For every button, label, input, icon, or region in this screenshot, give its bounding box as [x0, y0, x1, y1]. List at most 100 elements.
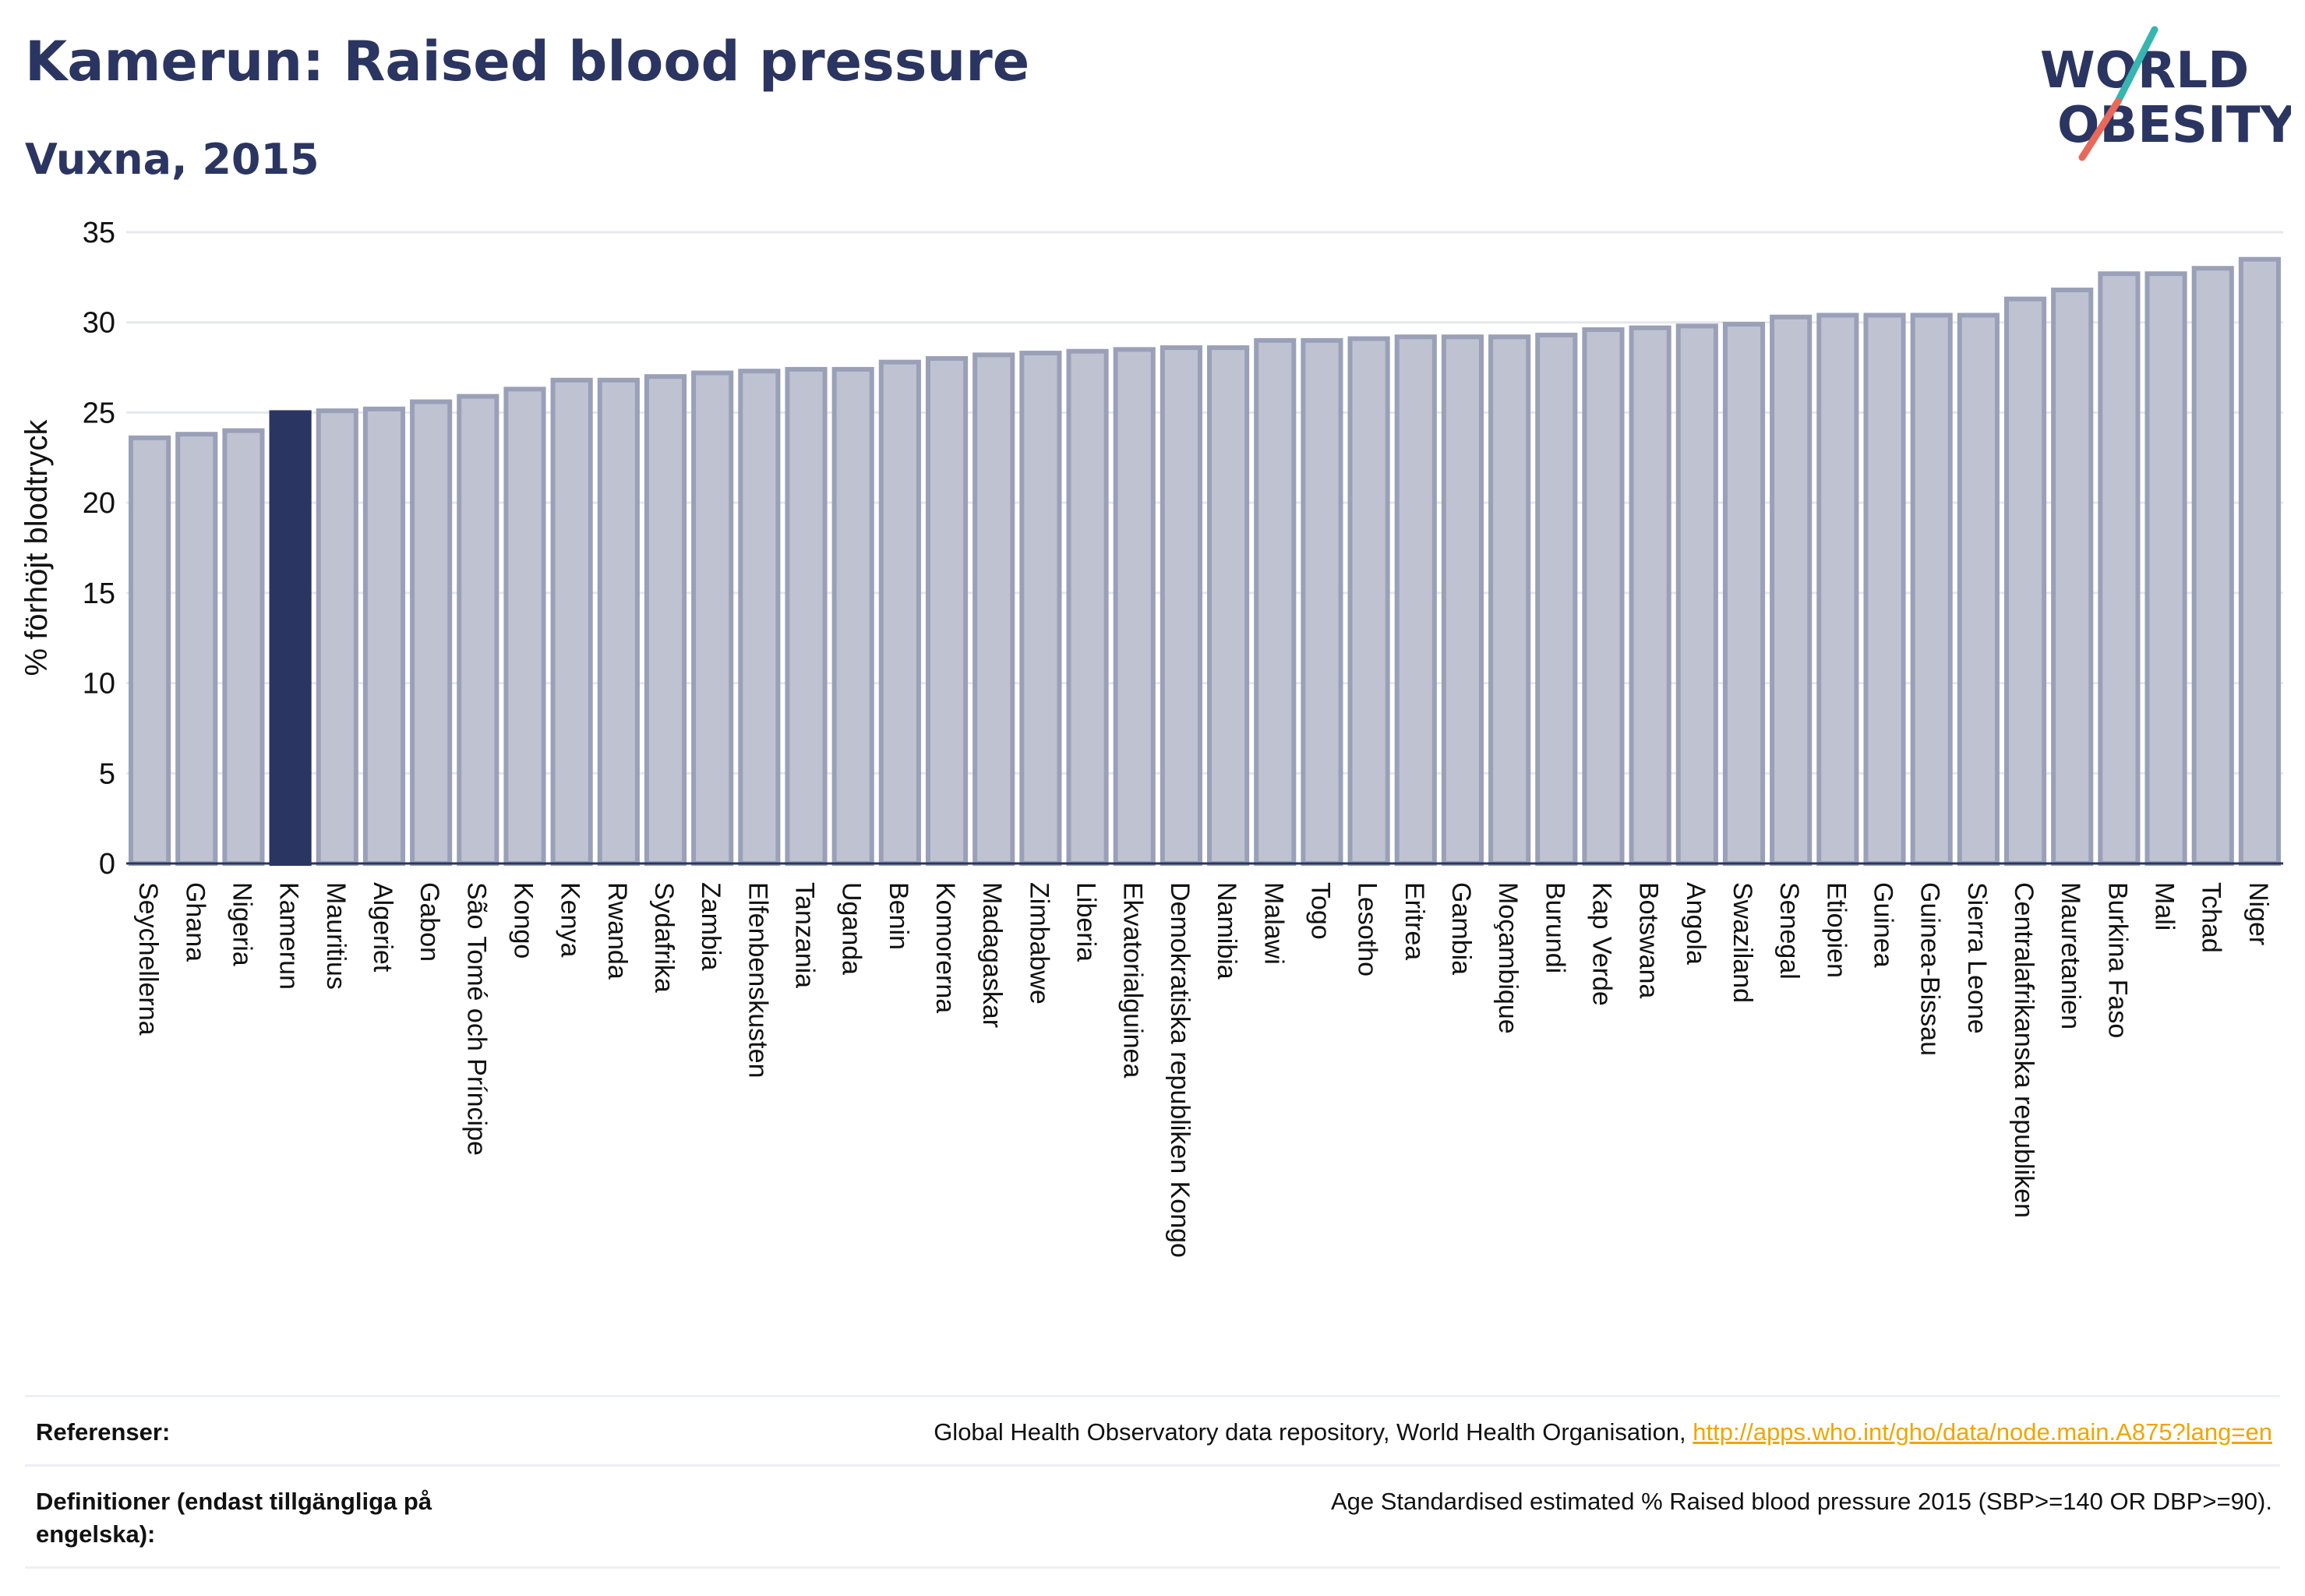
bar-chart-svg: 0 5 10 15 20 25 30 35 Seychellerna Ghana Nigeria Ka… — [19, 217, 2283, 1258]
x-tick-label: Angola — [1681, 882, 1710, 965]
definitions-row: Definitioner (endast tillgängliga på eng… — [25, 1467, 2280, 1569]
x-tick-label: Kamerun — [274, 882, 304, 990]
logo-graphic: WORLD OBESITY — [2040, 26, 2296, 161]
x-tick-label: Uganda — [837, 882, 867, 975]
bar-liberia — [1066, 348, 1109, 866]
bar-niger — [2238, 256, 2281, 866]
bar-lesotho — [1347, 336, 1390, 867]
y-tick-label: 30 — [83, 307, 115, 340]
definitions-value: Age Standardised estimated % Raised bloo… — [1330, 1487, 2272, 1515]
x-tick-label: Nigeria — [227, 882, 256, 966]
x-tick-label: Botswana — [1634, 882, 1664, 998]
x-tick-label: Guinea-Bissau — [1915, 882, 1945, 1056]
x-tick-label: Zimbabwe — [1024, 882, 1054, 1005]
x-tick-label: Kenya — [556, 882, 585, 957]
bar-kongo — [503, 387, 546, 867]
bar-zimbabwe — [1019, 351, 1062, 867]
world-obesity-logo: WORLD OBESITY — [2034, 23, 2296, 164]
references-row: Referenser: Global Health Observatory da… — [25, 1397, 2280, 1467]
bar-sierra-leone — [1957, 312, 2000, 866]
x-tick-label: Centralafrikanska republiken — [2009, 882, 2038, 1218]
bar-gambia — [1441, 334, 1484, 866]
bar-ghana — [175, 432, 218, 866]
bar-malawi — [1254, 337, 1297, 867]
logo-text-line2: OBESITY — [2057, 97, 2291, 154]
bar-uganda — [831, 366, 874, 866]
bar-guinea — [1863, 312, 1906, 866]
x-tick-label: Burkina Faso — [2102, 882, 2132, 1038]
x-tick-label: Senegal — [1774, 882, 1804, 980]
x-tick-label: São Tomé och Príncipe — [461, 882, 491, 1156]
bar-mo-ambique — [1488, 334, 1531, 866]
x-tick-label: Namibia — [1212, 882, 1241, 980]
bar-benin — [878, 359, 921, 866]
y-tick-label: 25 — [83, 397, 115, 429]
y-tick-label: 35 — [83, 217, 115, 249]
bar-togo — [1301, 337, 1343, 867]
logo-slash-bottom — [2078, 97, 2122, 161]
bar-tchad — [2191, 266, 2234, 867]
bar-seychellerna — [129, 435, 171, 867]
bar-sydafrika — [644, 374, 687, 866]
references-value: Global Health Observatory data repositor… — [934, 1416, 2272, 1449]
x-tick-label: Moçambique — [1493, 882, 1523, 1034]
x-tick-label: Gabon — [415, 882, 444, 962]
bar-tanzania — [785, 366, 828, 866]
x-tick-label: Guinea — [1869, 882, 1898, 968]
reference-table: Referenser: Global Health Observatory da… — [25, 1395, 2280, 1569]
x-tick-label: Lesotho — [1353, 882, 1382, 976]
bar-nigeria — [222, 428, 265, 867]
x-tick-label: Mauritius — [321, 882, 351, 990]
x-tick-label: Tchad — [2197, 882, 2226, 953]
bar-algeriet — [362, 406, 406, 866]
x-tick-label: Ghana — [180, 882, 210, 962]
x-tick-label: Elfenbenskusten — [743, 882, 772, 1078]
references-label: Referenser: — [36, 1418, 171, 1446]
bar-s-o-tom-och-pr-ncipe — [457, 394, 499, 867]
x-tick-label: Madagaskar — [977, 882, 1007, 1028]
bar-botswana — [1629, 325, 1671, 866]
chart-subtitle: Vuxna, 2015 — [25, 135, 319, 184]
x-tick-label: Burundi — [1540, 882, 1569, 973]
x-tick-label: Seychellerna — [133, 882, 163, 1036]
x-tick-label: Algeriet — [368, 882, 397, 973]
y-tick-label: 15 — [83, 577, 115, 610]
y-tick-label: 10 — [83, 668, 115, 701]
bar-madagaskar — [972, 352, 1015, 867]
y-axis-label: % förhöjt blodtryck — [19, 418, 54, 676]
bar-guinea-bissau — [1910, 312, 1953, 866]
bar-demokratiska-republiken-kongo — [1160, 345, 1202, 867]
chart-title: Kamerun: Raised blood pressure — [25, 30, 1030, 94]
bar-burundi — [1535, 332, 1578, 866]
x-tick-label: Komorerna — [930, 882, 960, 1013]
references-link[interactable]: http://apps.who.int/gho/data/node.main.A… — [1693, 1418, 2272, 1446]
bar-eritrea — [1394, 334, 1437, 866]
x-tick-label: Etiopien — [1821, 882, 1851, 978]
bar-mauretanien — [2051, 288, 2094, 867]
bar-namibia — [1207, 345, 1250, 867]
x-tick-label: Mali — [2150, 882, 2180, 930]
bar-gabon — [410, 399, 453, 866]
x-tick-label: Rwanda — [602, 882, 632, 980]
x-tick-label: Zambia — [696, 882, 725, 970]
bar-etiopien — [1816, 312, 1859, 866]
bar-mali — [2144, 271, 2187, 866]
references-text: Global Health Observatory data repositor… — [934, 1418, 1693, 1446]
bar-komorerna — [925, 356, 969, 866]
y-tick-label: 5 — [99, 757, 115, 790]
y-tick-label: 20 — [83, 487, 115, 520]
x-tick-label: Liberia — [1071, 882, 1101, 962]
bar-swaziland — [1722, 322, 1766, 866]
bar-zambia — [691, 370, 734, 866]
x-tick-label: Tanzania — [790, 882, 820, 988]
x-tick-label: Eritrea — [1400, 882, 1429, 960]
bar-kamerun — [269, 410, 312, 866]
bar-elfenbenskusten — [738, 369, 781, 866]
x-tick-label: Togo — [1305, 882, 1335, 940]
y-tick-label: 0 — [99, 848, 115, 881]
x-tick-label: Sierra Leone — [1962, 882, 1992, 1034]
bar-ekvatorialguinea — [1113, 347, 1156, 866]
bar-burkina-faso — [2098, 271, 2141, 866]
tick-labels: 0 5 10 15 20 25 30 35 Seychellerna Ghana Nigeria Ka… — [83, 217, 2273, 1258]
bar-centralafrikanska-republiken — [2003, 296, 2047, 866]
